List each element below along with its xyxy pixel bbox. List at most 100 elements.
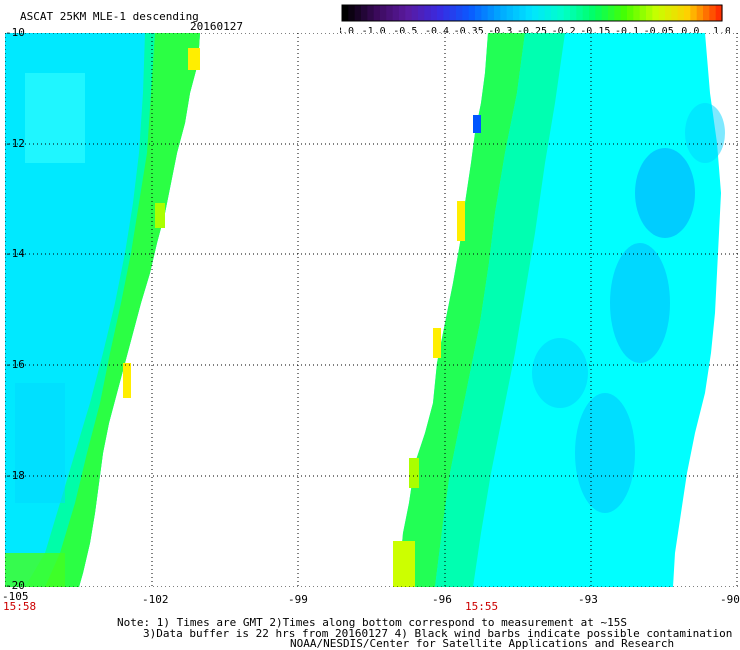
colorbar-label: -0.3: [488, 26, 512, 37]
time-label: 15:58: [3, 600, 37, 613]
colorbar-swatch: [468, 5, 476, 21]
colorbar-swatch: [373, 5, 381, 21]
colorbar-swatch: [494, 5, 501, 21]
colorbar-swatch: [424, 5, 432, 21]
swath-east: [393, 33, 738, 587]
colorbar-swatch: [348, 5, 356, 21]
colorbar-swatch: [696, 5, 704, 21]
colorbar-swatch: [677, 5, 685, 21]
colorbar-swatch: [386, 5, 394, 21]
colorbar-swatch: [595, 5, 603, 21]
lat-label: -18: [5, 469, 25, 482]
lat-label: -10: [5, 26, 25, 39]
colorbar-swatch: [456, 5, 463, 21]
colorbar-swatch: [475, 5, 482, 21]
colorbar-swatch: [462, 5, 470, 21]
colorbar-swatch: [690, 5, 698, 21]
colorbar-swatch: [405, 5, 413, 21]
map-title: ASCAT 25KM MLE-1 descending: [20, 10, 199, 23]
colorbar-swatch: [589, 5, 596, 21]
lon-label: -105: [2, 590, 29, 603]
colorbar-swatch: [576, 5, 584, 21]
colorbar-swatch: [709, 5, 717, 21]
colorbar-swatch: [481, 5, 489, 21]
colorbar-swatch: [519, 5, 527, 21]
colorbar-label: -3.0: [340, 26, 354, 37]
note-line-3: NOAA/NESDIS/Center for Satellite Applica…: [290, 637, 675, 650]
colorbar-swatch: [367, 5, 375, 21]
colorbar-swatch: [639, 5, 647, 21]
colorbar-swatch: [658, 5, 666, 21]
colorbar-label: -1.0: [362, 26, 386, 37]
colorbar-swatch: [627, 5, 634, 21]
colorbar-swatch: [449, 5, 457, 21]
colorbar-label: -0.05: [644, 26, 674, 37]
colorbar-label: -0.5: [393, 26, 417, 37]
colorbar-label: -0.2: [552, 26, 576, 37]
colorbar-swatch: [513, 5, 520, 21]
colorbar-swatch: [430, 5, 438, 21]
wind-data-map: [5, 33, 738, 587]
colorbar-label: -0.25: [517, 26, 547, 37]
colorbar-swatches: [341, 4, 723, 22]
colorbar-swatch: [544, 5, 552, 21]
colorbar-swatch: [646, 5, 653, 21]
lat-label: -14: [5, 247, 25, 260]
colorbar-swatch: [342, 5, 349, 21]
colorbar-swatch: [487, 5, 495, 21]
colorbar-swatch: [443, 5, 451, 21]
colorbar-label: 1.0: [713, 26, 730, 37]
colorbar-swatch: [380, 5, 387, 21]
colorbar-swatch: [703, 5, 710, 21]
colorbar-swatch: [601, 5, 609, 21]
map-date: 20160127: [190, 20, 243, 33]
colorbar-labels: -3.0-1.0-0.5-0.4-0.35-0.3-0.25-0.2-0.15-…: [340, 26, 730, 37]
colorbar-swatch: [500, 5, 508, 21]
colorbar-swatch: [671, 5, 679, 21]
colorbar-swatch: [418, 5, 425, 21]
lon-label: -93: [578, 593, 598, 606]
colorbar-swatch: [570, 5, 577, 21]
colorbar-border: [341, 4, 723, 22]
colorbar-label: -0.15: [580, 26, 610, 37]
colorbar-swatch: [506, 5, 514, 21]
graticule: [5, 33, 738, 587]
colorbar-swatch: [665, 5, 672, 21]
lat-label: -20: [5, 579, 25, 592]
colorbar-swatch: [582, 5, 590, 21]
lon-label: -90: [720, 593, 740, 606]
colorbar-swatch: [551, 5, 558, 21]
colorbar-swatch: [399, 5, 406, 21]
lon-label: -102: [142, 593, 169, 606]
time-label: 15:55: [465, 600, 499, 613]
colorbar-swatch: [608, 5, 615, 21]
colorbar-label: -0.1: [615, 26, 639, 37]
colorbar-label: -0.4: [425, 26, 449, 37]
colorbar-swatch: [633, 5, 641, 21]
note-line-1: Note: 1) Times are GMT 2)Times along bot…: [117, 616, 627, 629]
colorbar-swatch: [614, 5, 622, 21]
colorbar-swatch: [563, 5, 571, 21]
colorbar-swatch: [557, 5, 565, 21]
colorbar-label: -0.35: [454, 26, 484, 37]
lon-label: -96: [432, 593, 452, 606]
colorbar: -3.0-1.0-0.5-0.4-0.35-0.3-0.25-0.2-0.15-…: [340, 4, 730, 37]
colorbar-swatch: [354, 5, 362, 21]
colorbar-swatch: [652, 5, 660, 21]
lon-label: -99: [288, 593, 308, 606]
colorbar-swatch: [538, 5, 546, 21]
swath-west: [5, 33, 200, 587]
colorbar-swatch: [715, 5, 723, 21]
colorbar-swatch: [684, 5, 691, 21]
colorbar-swatch: [620, 5, 628, 21]
colorbar-swatch: [437, 5, 444, 21]
colorbar-label: 0.0: [681, 26, 699, 37]
colorbar-swatch: [532, 5, 539, 21]
colorbar-swatch: [411, 5, 419, 21]
note-line-2: 3)Data buffer is 22 hrs from 20160127 4)…: [143, 627, 733, 640]
colorbar-swatch: [392, 5, 400, 21]
lat-label: -12: [5, 137, 25, 150]
lat-label: -16: [5, 358, 25, 371]
colorbar-swatch: [525, 5, 533, 21]
